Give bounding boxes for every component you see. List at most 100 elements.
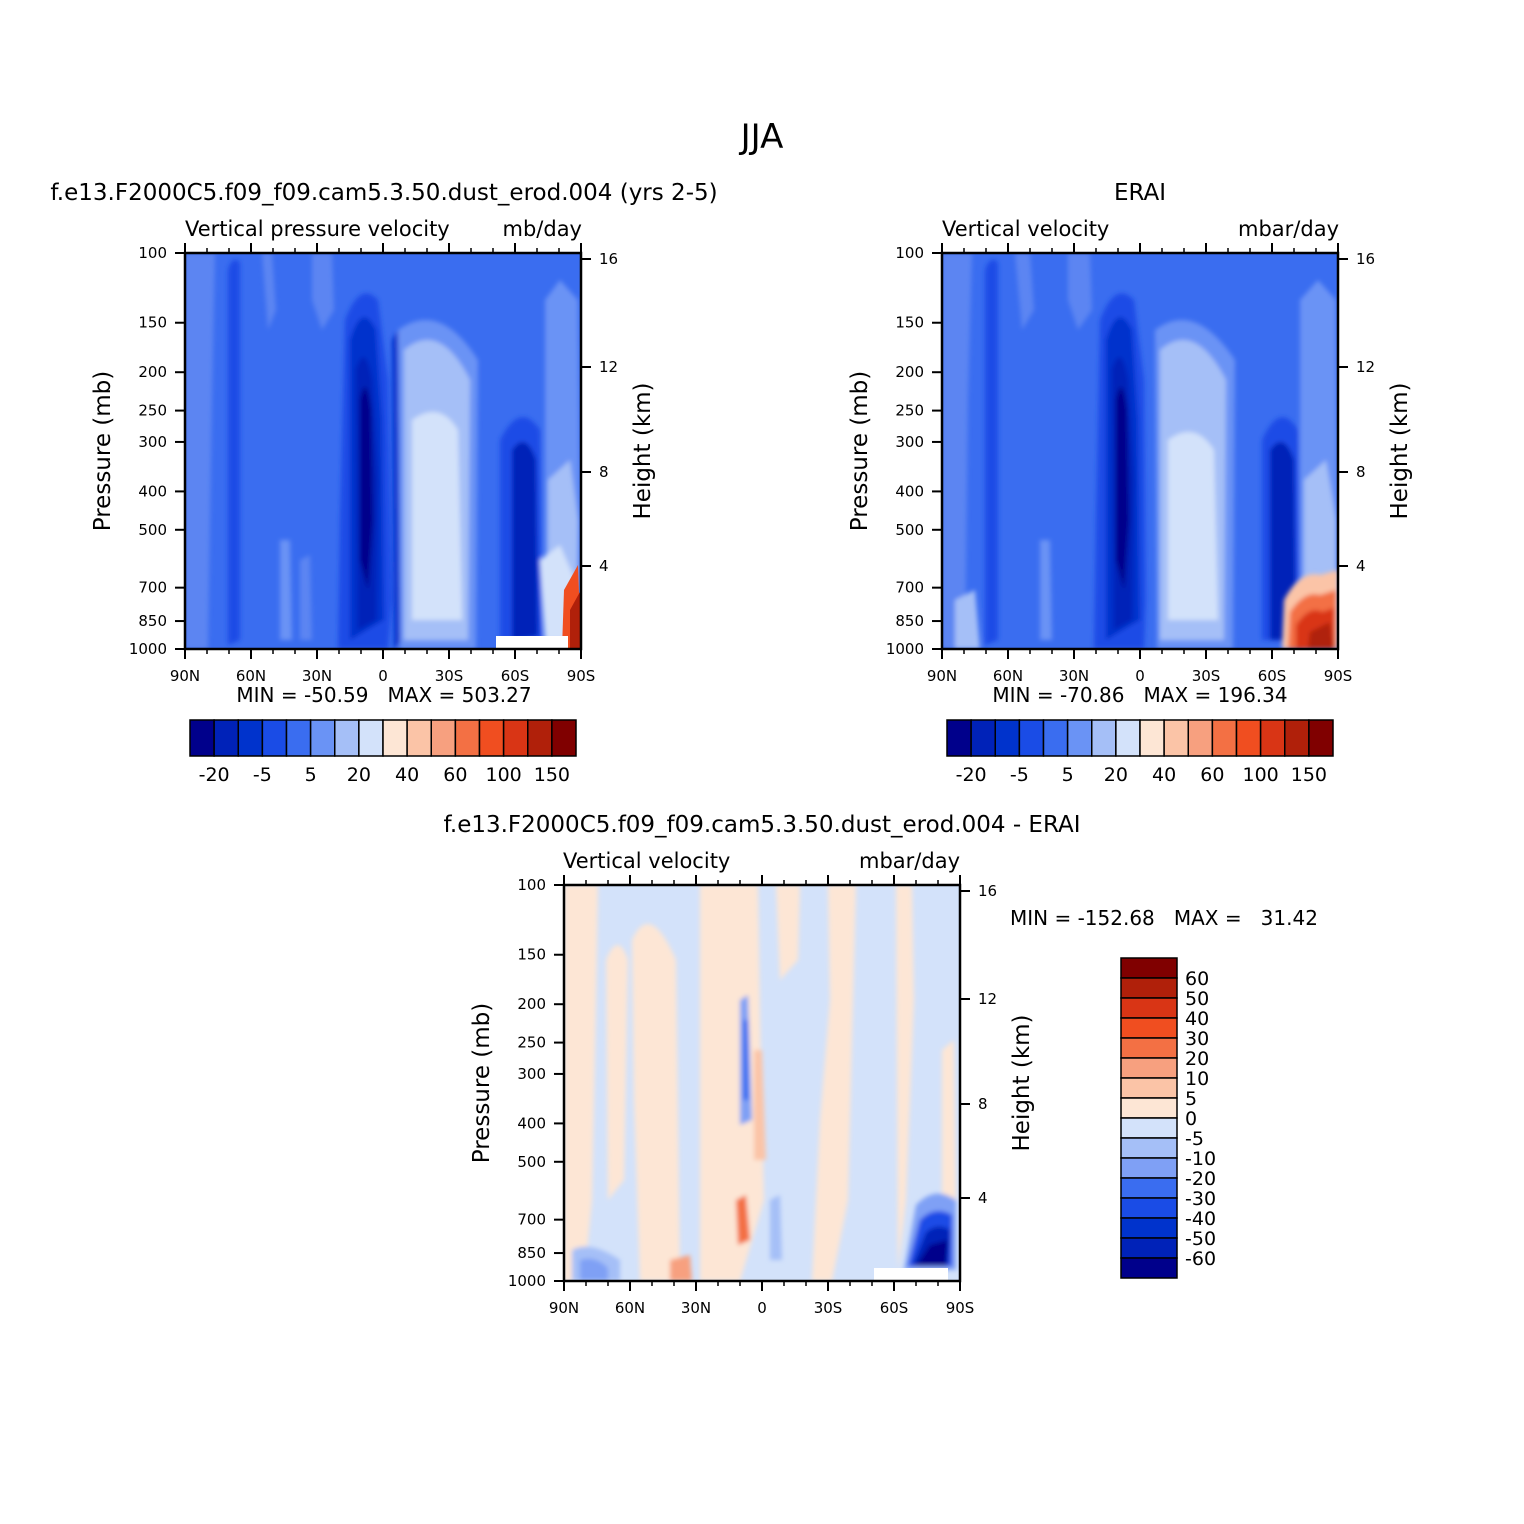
colorbar-box: [970, 719, 996, 757]
colorbar-box: [1120, 1237, 1178, 1259]
y-tick-label: 100: [895, 244, 924, 262]
y-tick-label: 250: [138, 402, 167, 420]
y-tick-label: 700: [895, 579, 924, 597]
colorbar-box: [1120, 1077, 1178, 1099]
colorbar-label: -60: [1185, 1248, 1216, 1270]
y-tick-label: 1000: [886, 640, 924, 658]
colorbar-label: -5: [1010, 764, 1029, 786]
colorbar-box: [406, 719, 432, 757]
x-tick-label: 90S: [1324, 667, 1353, 685]
colorbar-box: [1235, 719, 1262, 757]
y-tick-label: 1000: [508, 1272, 546, 1290]
colorbar-label: 20: [1185, 1048, 1209, 1070]
y-tick-label: 850: [895, 612, 924, 630]
colorbar-box: [1018, 719, 1045, 757]
y-tick-label: 400: [895, 482, 924, 500]
y-right-tick-label: 8: [978, 1095, 988, 1113]
colorbar-box: [994, 719, 1021, 757]
colorbar-label: 150: [534, 764, 570, 786]
colorbar-label: -20: [1185, 1168, 1216, 1190]
panel-diff-ylabel: Pressure (mb): [469, 1003, 495, 1163]
y-tick-label: 300: [517, 1065, 546, 1083]
y-tick-label: 700: [517, 1211, 546, 1229]
y-tick-label: 850: [517, 1244, 546, 1262]
colorbar-label: 0: [1185, 1108, 1197, 1130]
x-tick-label: 0: [757, 1299, 767, 1317]
y-tick-label: 300: [138, 433, 167, 451]
colorbar-box: [1120, 1097, 1178, 1119]
colorbar-box: [1042, 719, 1069, 757]
colorbar-box: [1139, 719, 1165, 757]
colorbar-box: [1163, 719, 1189, 757]
colorbar-label: 5: [305, 764, 317, 786]
y-right-tick-label: 8: [599, 463, 609, 481]
colorbar-box: [1115, 719, 1141, 757]
panel-model-colorbar: -20 -5 5 20 40 60 100 150: [189, 719, 577, 786]
x-tick-label: 60S: [1258, 667, 1287, 685]
colorbar-label: 60: [443, 764, 467, 786]
panel-diff-title: f.e13.F2000C5.f09_f09.cam5.3.50.dust_ero…: [443, 812, 1080, 838]
colorbar-box: [1120, 1197, 1178, 1219]
y-tick-label: 200: [895, 363, 924, 381]
panel-model-right-label: mb/day: [503, 217, 583, 241]
colorbar-label: 100: [485, 764, 521, 786]
y-right-tick-label: 8: [1356, 463, 1366, 481]
y-right-tick-label: 12: [599, 358, 618, 376]
y-right-tick-label: 4: [978, 1189, 988, 1207]
colorbar-box: [1120, 957, 1178, 979]
y-right-tick-label: 16: [978, 882, 997, 900]
colorbar-box: [382, 719, 408, 757]
colorbar-label: 20: [347, 764, 371, 786]
colorbar-box: [261, 719, 288, 757]
y-tick-label: 200: [138, 363, 167, 381]
panel-diff-minmax: MIN = -152.68 MAX = 31.42: [1010, 906, 1318, 930]
y-tick-label: 850: [138, 612, 167, 630]
colorbar-box: [1091, 719, 1117, 757]
colorbar-label: 100: [1242, 764, 1278, 786]
colorbar-label: 150: [1291, 764, 1327, 786]
x-tick-label: 90S: [946, 1299, 975, 1317]
colorbar-label: 40: [395, 764, 419, 786]
y-tick-label: 400: [517, 1114, 546, 1132]
colorbar-label: -10: [1185, 1148, 1216, 1170]
panel-diff-left-label: Vertical velocity: [563, 849, 730, 873]
panel-erai-left-label: Vertical velocity: [942, 217, 1109, 241]
x-tick-label: 60N: [615, 1299, 645, 1317]
x-tick-label: 90N: [927, 667, 957, 685]
colorbar-box: [1120, 1117, 1178, 1139]
colorbar-box: [237, 719, 264, 757]
colorbar-box: [1284, 719, 1310, 757]
panel-erai-colorbar: -20 -5 5 20 40 60 100 150: [946, 719, 1334, 786]
colorbar-box: [1120, 1137, 1178, 1159]
colorbar-box: [285, 719, 312, 757]
y-tick-label: 700: [138, 579, 167, 597]
x-tick-label: 90N: [170, 667, 200, 685]
y-right-tick-label: 12: [1356, 358, 1375, 376]
x-tick-label: 30N: [302, 667, 332, 685]
panel-diff-ylabel-right: Height (km): [1009, 1014, 1035, 1151]
y-right-tick-label: 4: [1356, 557, 1366, 575]
colorbar-box: [430, 719, 457, 757]
x-tick-label: 30S: [814, 1299, 843, 1317]
panel-erai-field: [942, 253, 1338, 649]
x-tick-label: 60S: [880, 1299, 909, 1317]
panel-diff-field: [564, 885, 960, 1281]
colorbar-box: [1120, 1177, 1178, 1199]
y-tick-label: 250: [895, 402, 924, 420]
colorbar-box: [1066, 719, 1093, 757]
panel-erai: ERAI Vertical velocity mbar/day: [847, 180, 1413, 786]
colorbar-box: [1259, 719, 1286, 757]
colorbar-box: [1120, 997, 1178, 1019]
colorbar-box: [1120, 1017, 1178, 1039]
panel-model-field: [185, 253, 581, 649]
colorbar-box: [1120, 1057, 1178, 1079]
colorbar-box: [1120, 1217, 1178, 1239]
colorbar-label: -30: [1185, 1188, 1216, 1210]
colorbar-box: [358, 719, 384, 757]
x-tick-label: 60N: [236, 667, 266, 685]
colorbar-box: [1120, 1157, 1178, 1179]
colorbar-label: 5: [1185, 1088, 1197, 1110]
y-tick-label: 500: [895, 521, 924, 539]
